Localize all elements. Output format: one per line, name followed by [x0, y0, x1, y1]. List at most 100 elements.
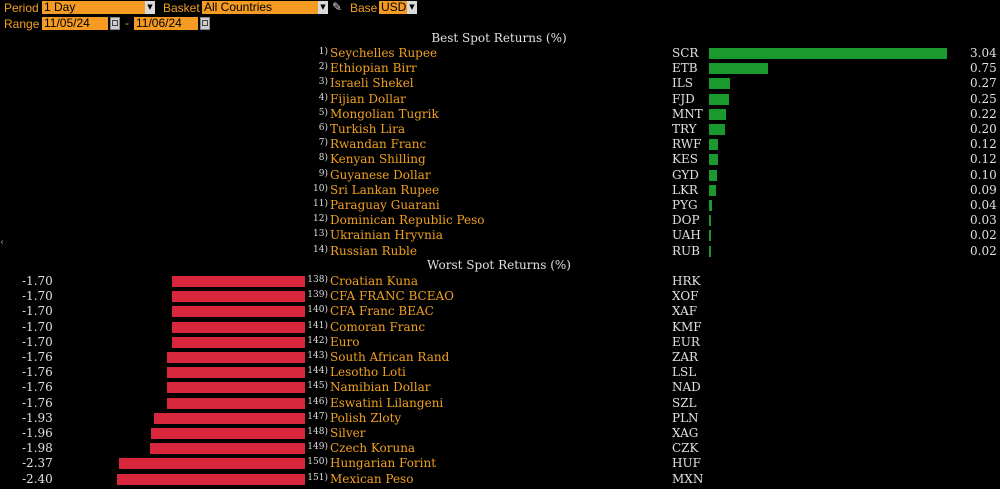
return-value: -1.70 — [22, 334, 53, 349]
list-item[interactable]: -1.70 142) Euro EUR — [0, 335, 1000, 350]
currency-name[interactable]: Namibian Dollar — [330, 380, 431, 395]
chevron-down-icon[interactable]: ▼ — [407, 1, 417, 14]
list-item[interactable]: -1.98 149) Czech Koruna CZK — [0, 441, 1000, 456]
list-item[interactable]: 12) Dominican Republic Peso DOP 0.03 — [0, 213, 1000, 228]
currency-name[interactable]: Turkish Lira — [330, 122, 405, 136]
currency-name[interactable]: Lesotho Loti — [330, 365, 406, 380]
return-bar — [709, 230, 711, 242]
pencil-icon[interactable]: ✎ — [332, 0, 343, 14]
chevron-down-icon[interactable]: ▼ — [318, 1, 328, 14]
range-end-input[interactable]: 11/06/24 — [134, 17, 198, 30]
calendar-icon[interactable] — [200, 17, 210, 30]
return-bar — [709, 78, 731, 90]
list-item[interactable]: -2.40 151) Mexican Peso MXN — [0, 472, 1000, 487]
return-value: 0.02 — [970, 228, 997, 243]
return-bar — [151, 428, 305, 439]
currency-name[interactable]: Euro — [330, 334, 360, 349]
return-value: -1.76 — [22, 395, 53, 410]
list-item[interactable]: 9) Guyanese Dollar GYD 0.10 — [0, 168, 1000, 183]
return-value: -2.40 — [22, 471, 53, 486]
rank-label: 12) — [313, 214, 328, 225]
currency-name[interactable]: Seychelles Rupee — [330, 46, 438, 60]
basket-select[interactable]: All Countries — [202, 1, 318, 14]
return-bar — [709, 48, 947, 59]
currency-name[interactable]: Czech Koruna — [330, 441, 416, 456]
currency-name[interactable]: CFA FRANC BCEAO — [330, 289, 454, 304]
list-item[interactable]: 11) Paraguay Guarani PYG 0.04 — [0, 198, 1000, 213]
currency-name[interactable]: Kenyan Shilling — [330, 152, 426, 167]
currency-name[interactable]: Russian Ruble — [330, 243, 417, 258]
rank-label: 13) — [313, 229, 328, 240]
list-item[interactable]: 3) Israeli Shekel ILS 0.27 — [0, 76, 1000, 91]
currency-name[interactable]: Fijian Dollar — [330, 91, 406, 106]
currency-code: RUB — [672, 243, 700, 258]
rank-label: 147) — [307, 411, 328, 422]
rank-label: 11) — [313, 199, 328, 209]
rank-label: 1) — [318, 47, 328, 57]
base-select[interactable]: USD — [379, 0, 407, 14]
currency-name[interactable]: Ukrainian Hryvnia — [330, 228, 443, 243]
currency-name[interactable]: South African Rand — [330, 350, 450, 364]
currency-name[interactable]: Hungarian Forint — [330, 456, 437, 471]
return-bar — [167, 397, 305, 409]
list-item[interactable]: 7) Rwandan Franc RWF 0.12 — [0, 137, 1000, 152]
list-item[interactable]: -2.37 150) Hungarian Forint HUF — [0, 456, 1000, 471]
rank-label: 3) — [318, 77, 328, 88]
list-item[interactable]: 6) Turkish Lira TRY 0.20 — [0, 122, 1000, 137]
currency-code: XAF — [672, 304, 698, 319]
list-item[interactable]: 2) Ethiopian Birr ETB 0.75 — [0, 61, 1000, 76]
list-item[interactable]: 13) Ukrainian Hryvnia UAH 0.02 — [0, 228, 1000, 243]
currency-name[interactable]: CFA Franc BEAC — [330, 304, 434, 319]
return-value: 0.10 — [970, 167, 997, 182]
currency-name[interactable]: Dominican Republic Peso — [330, 213, 485, 228]
currency-name[interactable]: Israeli Shekel — [330, 76, 414, 91]
list-item[interactable]: -1.93 147) Polish Zloty PLN — [0, 411, 1000, 426]
currency-name[interactable]: Guyanese Dollar — [330, 167, 431, 182]
return-value: 0.04 — [970, 198, 997, 212]
currency-name[interactable]: Ethiopian Birr — [330, 61, 417, 76]
return-bar — [171, 321, 305, 333]
list-item[interactable]: -1.76 144) Lesotho Loti LSL — [0, 365, 1000, 380]
list-item[interactable]: -1.70 139) CFA FRANC BCEAO XOF — [0, 289, 1000, 304]
list-item[interactable]: -1.96 148) Silver XAG — [0, 426, 1000, 441]
return-value: 0.12 — [970, 152, 997, 167]
currency-name[interactable]: Rwandan Franc — [330, 137, 427, 152]
currency-name[interactable]: Croatian Kuna — [330, 274, 418, 288]
list-item[interactable]: 10) Sri Lankan Rupee LKR 0.09 — [0, 183, 1000, 198]
return-value: -1.70 — [22, 274, 53, 288]
list-item[interactable]: 4) Fijian Dollar FJD 0.25 — [0, 92, 1000, 107]
currency-name[interactable]: Silver — [330, 426, 366, 440]
return-bar — [119, 458, 305, 470]
range-start-input[interactable]: 11/05/24 — [42, 17, 108, 30]
list-item[interactable]: -1.70 140) CFA Franc BEAC XAF — [0, 304, 1000, 319]
period-select[interactable]: 1 Day — [42, 1, 145, 14]
calendar-icon[interactable] — [110, 17, 120, 30]
list-item[interactable]: -1.76 145) Namibian Dollar NAD — [0, 380, 1000, 395]
chevron-down-icon[interactable]: ▼ — [145, 1, 155, 14]
currency-name[interactable]: Mexican Peso — [330, 471, 414, 486]
return-value: -1.76 — [22, 380, 53, 395]
return-value: 0.75 — [970, 61, 997, 76]
return-value: -1.70 — [22, 289, 53, 304]
currency-name[interactable]: Paraguay Guarani — [330, 198, 440, 212]
list-item[interactable]: -1.76 146) Eswatini Lilangeni SZL — [0, 396, 1000, 411]
currency-code: XOF — [672, 289, 699, 304]
list-item[interactable]: -1.76 143) South African Rand ZAR — [0, 350, 1000, 365]
currency-name[interactable]: Polish Zloty — [330, 410, 402, 425]
currency-name[interactable]: Sri Lankan Rupee — [330, 182, 440, 197]
list-item[interactable]: 5) Mongolian Tugrik MNT 0.22 — [0, 107, 1000, 122]
currency-code: MXN — [672, 471, 704, 486]
currency-name[interactable]: Eswatini Lilangeni — [330, 395, 444, 410]
list-item[interactable]: -1.70 138) Croatian Kuna HRK — [0, 274, 1000, 289]
rank-label: 138) — [307, 275, 328, 285]
rank-label: 145) — [307, 381, 328, 392]
list-item[interactable]: 8) Kenyan Shilling KES 0.12 — [0, 152, 1000, 167]
currency-name[interactable]: Comoran Franc — [330, 319, 426, 334]
return-bar — [149, 443, 305, 455]
return-value: 0.27 — [970, 76, 997, 91]
list-item[interactable]: 14) Russian Ruble RUB 0.02 — [0, 244, 1000, 259]
list-item[interactable]: 1) Seychelles Rupee SCR 3.04 — [0, 46, 1000, 61]
list-item[interactable]: -1.70 141) Comoran Franc KMF — [0, 320, 1000, 335]
currency-code: ILS — [672, 76, 693, 91]
currency-name[interactable]: Mongolian Tugrik — [330, 106, 439, 121]
